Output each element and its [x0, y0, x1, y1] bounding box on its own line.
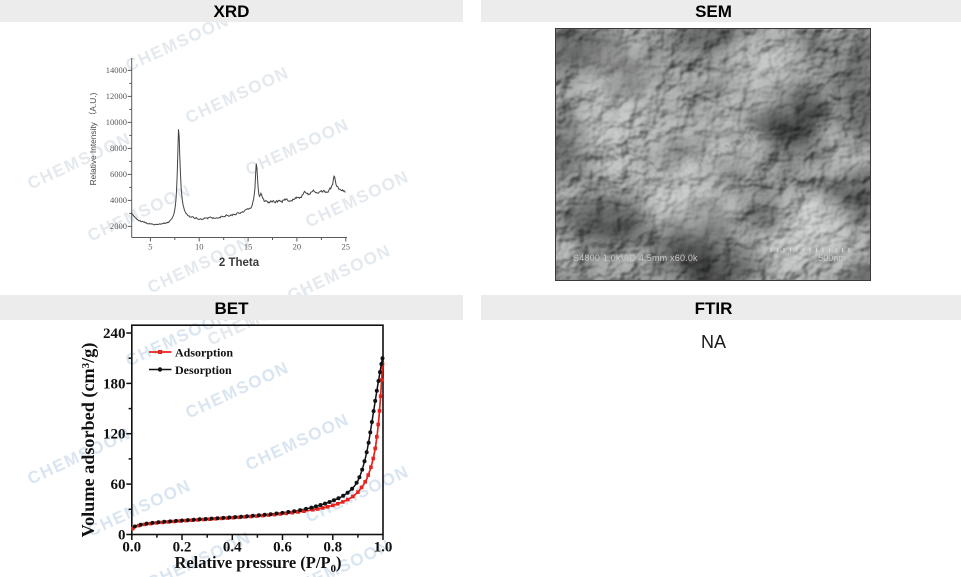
svg-text:240: 240: [103, 326, 126, 342]
svg-text:Volume adsorbed (cm3/g): Volume adsorbed (cm3/g): [78, 343, 99, 538]
svg-text:15: 15: [244, 242, 253, 252]
svg-text:20: 20: [293, 242, 302, 252]
svg-text:4000: 4000: [110, 195, 127, 205]
svg-text:0.4: 0.4: [223, 540, 242, 556]
svg-text:5: 5: [148, 242, 152, 252]
svg-text:500nm: 500nm: [818, 253, 846, 263]
svg-text:0.0: 0.0: [122, 540, 141, 556]
svg-text:2 Theta: 2 Theta: [219, 257, 260, 269]
svg-text:S4800 1.0kV-D 4.5mm x60.0k: S4800 1.0kV-D 4.5mm x60.0k: [573, 253, 698, 263]
svg-text:Desorption: Desorption: [175, 363, 232, 377]
svg-text:60: 60: [111, 477, 126, 493]
svg-text:1.0: 1.0: [374, 540, 393, 556]
svg-text:Relative Intensity （A.U.): Relative Intensity （A.U.): [88, 92, 98, 185]
svg-text:25: 25: [342, 242, 351, 252]
svg-text:120: 120: [103, 427, 126, 443]
svg-text:0.2: 0.2: [173, 540, 192, 556]
svg-text:10: 10: [195, 242, 204, 252]
svg-text:Adsorption: Adsorption: [175, 346, 233, 360]
svg-text:6000: 6000: [110, 169, 127, 179]
svg-text:0.8: 0.8: [323, 540, 342, 556]
svg-text:10000: 10000: [106, 117, 127, 127]
svg-text:0: 0: [118, 528, 126, 544]
svg-text:180: 180: [103, 376, 126, 392]
svg-text:14000: 14000: [106, 65, 127, 75]
svg-text:8000: 8000: [110, 143, 127, 153]
svg-text:Relative pressure (P/P0): Relative pressure (P/P0): [174, 553, 341, 575]
svg-text:0.6: 0.6: [273, 540, 292, 556]
svg-text:2000: 2000: [110, 221, 127, 231]
svg-text:12000: 12000: [106, 91, 127, 101]
